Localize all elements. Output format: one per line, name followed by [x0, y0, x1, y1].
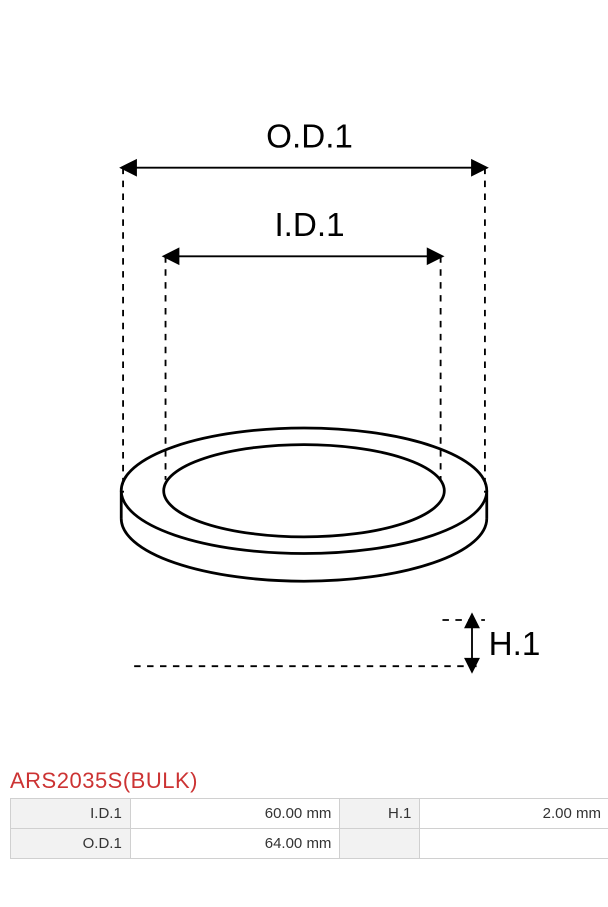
spec-label: [340, 829, 420, 859]
ring-shape: [121, 428, 487, 581]
id-label: I.D.1: [274, 207, 344, 244]
spec-table: I.D.1 60.00 mm H.1 2.00 mm O.D.1 64.00 m…: [10, 798, 608, 859]
h-bracket: [134, 614, 485, 671]
spec-value: [420, 829, 608, 859]
dimension-diagram: O.D.1 I.D.1: [0, 0, 608, 760]
spec-value: 64.00 mm: [130, 829, 340, 859]
table-row: I.D.1 60.00 mm H.1 2.00 mm: [11, 799, 608, 829]
product-title: ARS2035S(BULK): [0, 760, 608, 798]
spec-label: O.D.1: [11, 829, 131, 859]
diagram-svg: O.D.1 I.D.1: [14, 20, 594, 740]
spec-value: 2.00 mm: [420, 799, 608, 829]
spec-label: I.D.1: [11, 799, 131, 829]
h-label: H.1: [489, 626, 541, 663]
od-label: O.D.1: [266, 118, 353, 155]
table-row: O.D.1 64.00 mm: [11, 829, 608, 859]
spec-value: 60.00 mm: [130, 799, 340, 829]
spec-label: H.1: [340, 799, 420, 829]
